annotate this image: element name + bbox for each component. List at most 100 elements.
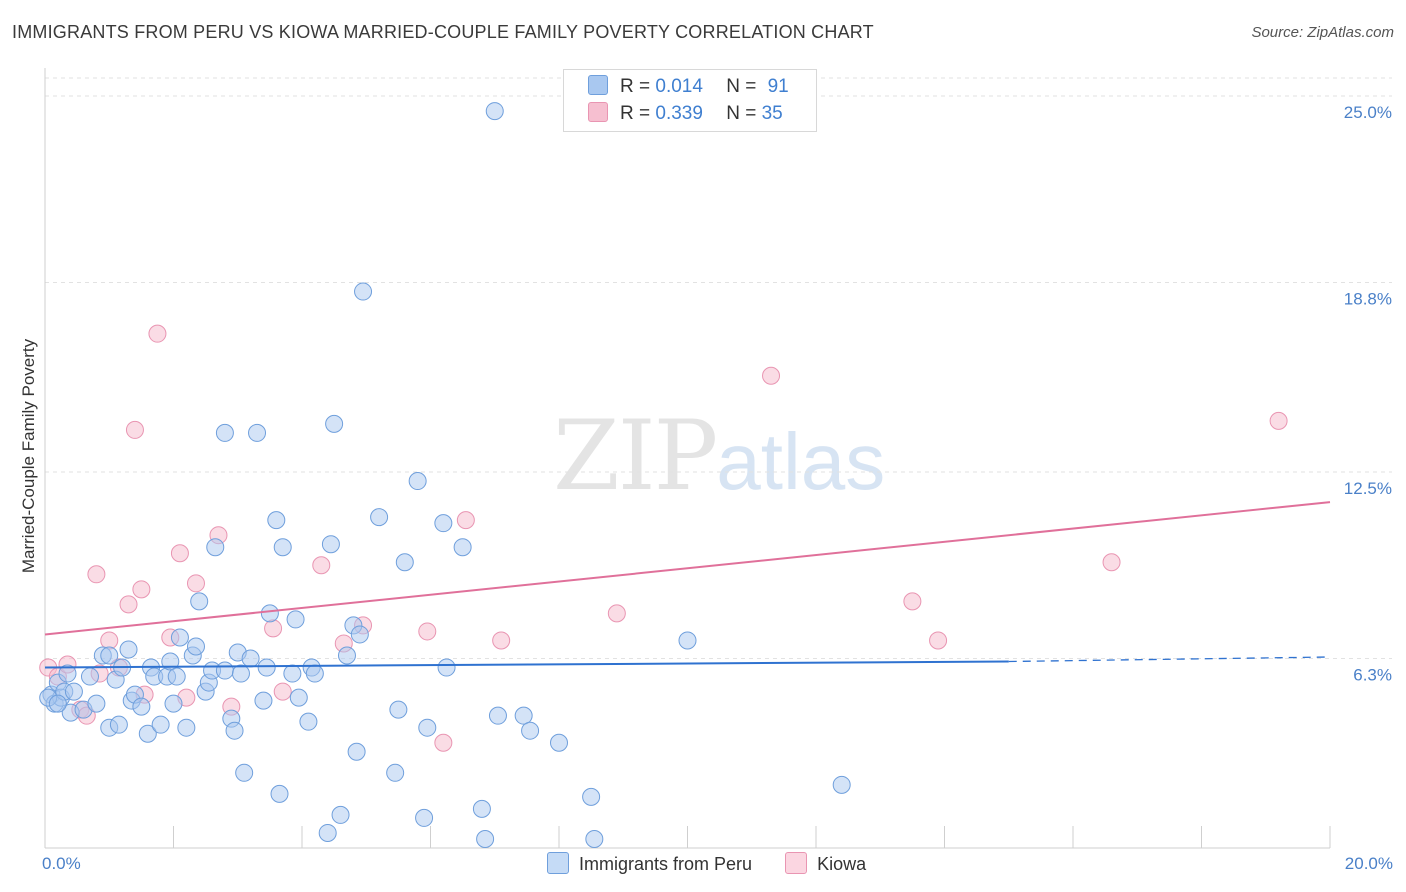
peru-point bbox=[299, 712, 318, 731]
grid-lines bbox=[45, 77, 1392, 660]
kiowa-point bbox=[264, 619, 283, 638]
peru-point bbox=[386, 763, 405, 782]
peru-point bbox=[170, 628, 189, 647]
peru-point bbox=[109, 715, 128, 734]
y-axis-label: Married-Couple Family Poverty bbox=[19, 338, 38, 573]
series-legend: Immigrants from Peru Kiowa bbox=[547, 852, 894, 875]
peru-point bbox=[100, 646, 119, 665]
peru-point bbox=[151, 715, 170, 734]
peru-point bbox=[80, 667, 99, 686]
legend-kiowa-label: Kiowa bbox=[817, 854, 867, 874]
legend-peru-label: Immigrants from Peru bbox=[579, 854, 753, 874]
peru-point bbox=[283, 664, 302, 683]
kiowa-swatch bbox=[588, 102, 608, 122]
peru-point bbox=[64, 682, 83, 701]
peru-point bbox=[138, 724, 157, 743]
peru-point bbox=[453, 538, 472, 557]
kiowa-point bbox=[186, 574, 205, 593]
peru-point bbox=[248, 423, 267, 442]
stats-row-peru: R = 0.014 N = 91 bbox=[588, 75, 789, 99]
y-tick-label: 25.0% bbox=[1344, 103, 1392, 122]
peru-point bbox=[270, 784, 289, 803]
kiowa-point bbox=[903, 592, 922, 611]
peru-point bbox=[832, 775, 851, 794]
peru-point bbox=[321, 535, 340, 554]
peru-trend-extension bbox=[1008, 656, 1331, 663]
peru-point bbox=[231, 664, 250, 683]
peru-r-value: 0.014 bbox=[655, 76, 703, 97]
peru-point bbox=[347, 742, 366, 761]
kiowa-point bbox=[100, 631, 119, 650]
peru-point bbox=[472, 799, 491, 818]
kiowa-n-label: N = bbox=[726, 103, 762, 124]
peru-point bbox=[415, 808, 434, 827]
kiowa-r-label: R = bbox=[620, 103, 656, 124]
peru-point bbox=[331, 805, 350, 824]
kiowa-point bbox=[607, 604, 626, 623]
peru-point bbox=[488, 706, 507, 725]
kiowa-point bbox=[1102, 553, 1121, 572]
y-tick-label: 12.5% bbox=[1344, 479, 1392, 498]
peru-point bbox=[582, 787, 601, 806]
peru-point bbox=[678, 631, 697, 650]
legend-item-kiowa: Kiowa bbox=[785, 852, 866, 875]
peru-point bbox=[305, 664, 324, 683]
peru-point bbox=[132, 697, 151, 716]
peru-point bbox=[370, 508, 389, 527]
peru-point bbox=[585, 829, 604, 848]
peru-point bbox=[408, 472, 427, 491]
peru-point bbox=[215, 661, 234, 680]
peru-point bbox=[418, 718, 437, 737]
peru-point bbox=[167, 667, 186, 686]
axis-labels: 6.3% 12.5% 18.8% 25.0% 0.0% 20.0% Married-Coup… bbox=[19, 103, 1393, 873]
kiowa-point bbox=[312, 556, 331, 575]
stats-row-kiowa: R = 0.339 N = 35 bbox=[588, 102, 783, 126]
peru-point bbox=[206, 538, 225, 557]
kiowa-point bbox=[456, 511, 475, 530]
chart-title: IMMIGRANTS FROM PERU VS KIOWA MARRIED-CO… bbox=[12, 22, 874, 42]
peru-n-value: 91 bbox=[767, 76, 789, 97]
peru-point bbox=[485, 102, 504, 121]
peru-point bbox=[350, 625, 369, 644]
kiowa-points bbox=[39, 324, 1288, 752]
peru-point bbox=[225, 721, 244, 740]
peru-point bbox=[318, 823, 337, 842]
legend-item-peru: Immigrants from Peru bbox=[547, 852, 752, 875]
peru-point bbox=[260, 604, 279, 623]
kiowa-point bbox=[125, 420, 144, 439]
peru-point bbox=[476, 829, 495, 848]
peru-point bbox=[267, 511, 286, 530]
peru-point bbox=[87, 694, 106, 713]
stats-legend: R = 0.014 N = 91 R = 0.339 N = 35 bbox=[563, 69, 817, 132]
kiowa-point bbox=[119, 595, 138, 614]
peru-point bbox=[235, 763, 254, 782]
peru-point bbox=[337, 646, 356, 665]
kiowa-point bbox=[418, 622, 437, 641]
peru-r-label: R = bbox=[620, 76, 656, 97]
kiowa-point bbox=[1269, 411, 1288, 430]
kiowa-point bbox=[434, 733, 453, 752]
legend-kiowa-swatch bbox=[785, 852, 808, 874]
peru-point bbox=[48, 694, 67, 713]
peru-point bbox=[190, 592, 209, 611]
peru-point bbox=[434, 514, 453, 533]
kiowa-point bbox=[170, 544, 189, 563]
peru-point bbox=[389, 700, 408, 719]
watermark-atlas: atlas bbox=[716, 417, 886, 506]
peru-point bbox=[289, 688, 308, 707]
peru-trend-line bbox=[44, 660, 1009, 669]
kiowa-n-value: 35 bbox=[761, 103, 783, 124]
kiowa-r-value: 0.339 bbox=[655, 103, 703, 124]
kiowa-point bbox=[273, 682, 292, 701]
peru-point bbox=[354, 282, 373, 301]
kiowa-point bbox=[929, 631, 948, 650]
peru-n-label: N = bbox=[726, 76, 762, 97]
x-tick-label-max: 20.0% bbox=[1345, 854, 1393, 873]
peru-point bbox=[119, 640, 138, 659]
watermark-zip: ZIP bbox=[553, 400, 718, 512]
peru-point bbox=[286, 610, 305, 629]
peru-point bbox=[257, 658, 276, 677]
peru-point bbox=[215, 423, 234, 442]
peru-point bbox=[186, 637, 205, 656]
